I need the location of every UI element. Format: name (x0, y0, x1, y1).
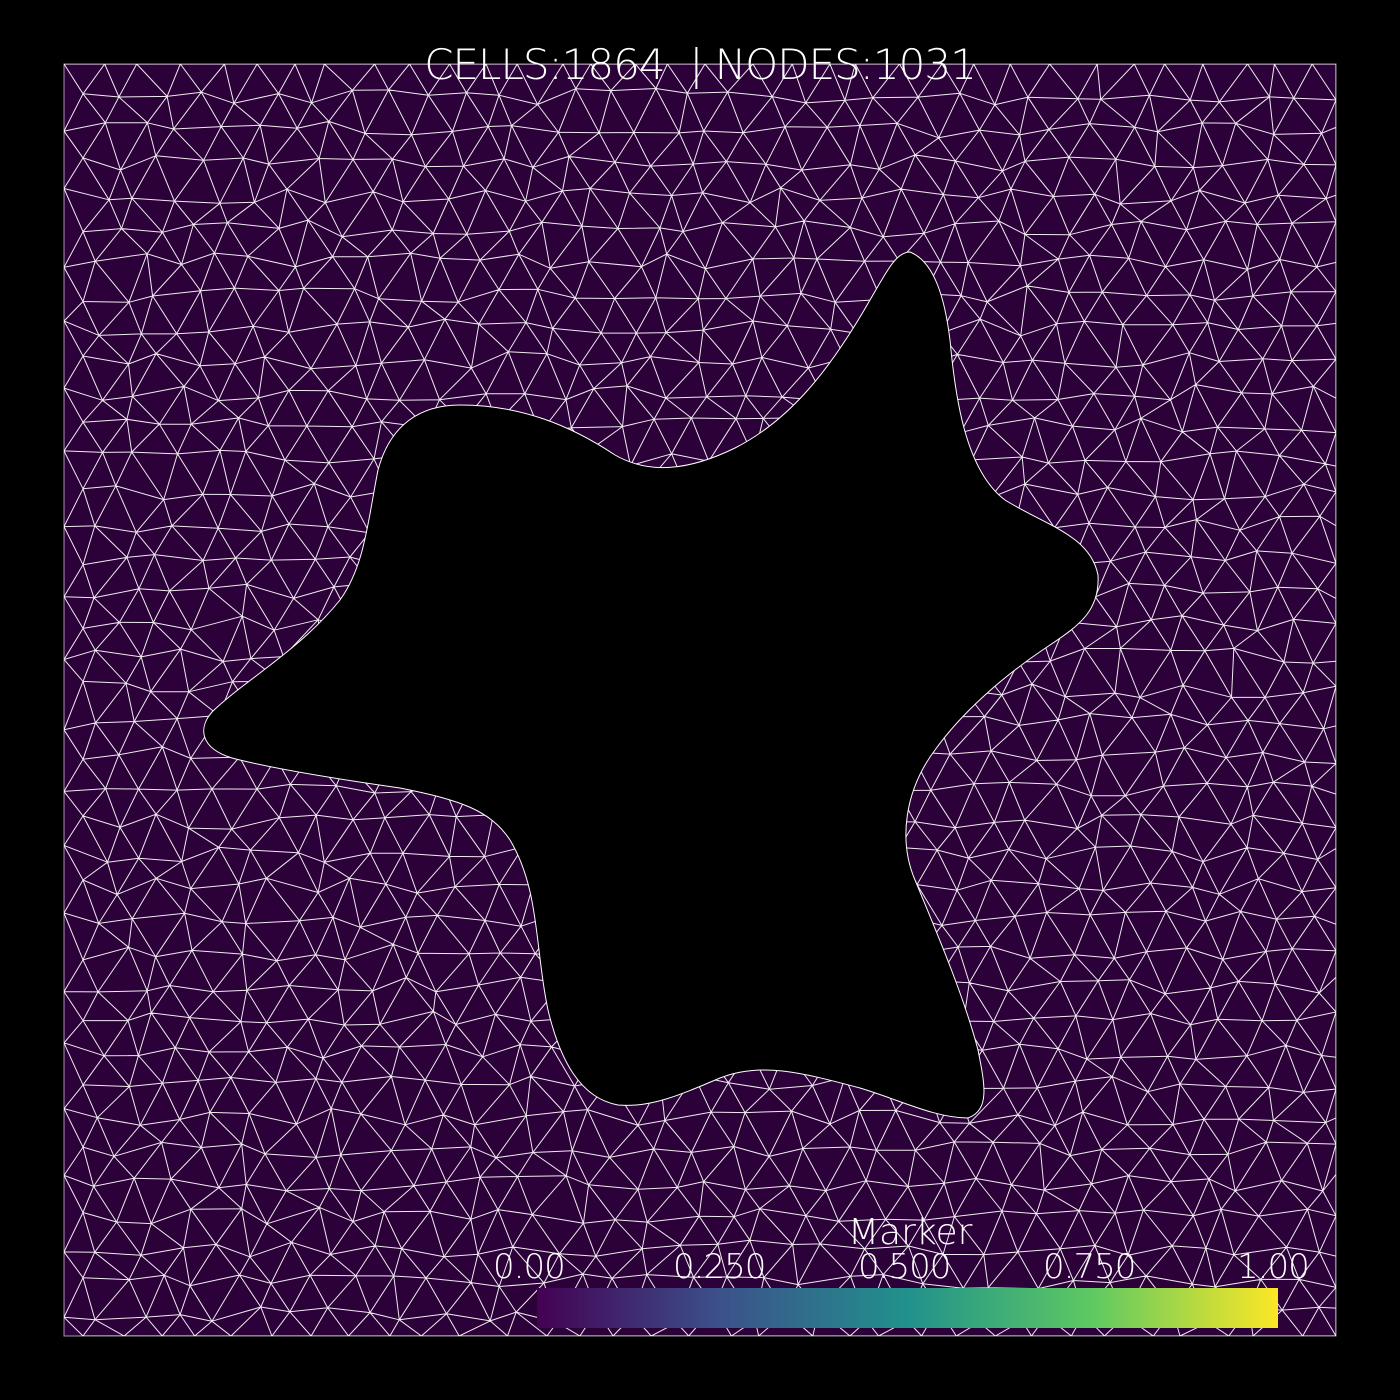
colorbar-title: Marker (848, 1212, 973, 1253)
colorbar-tick-label: 0.00 (493, 1247, 566, 1287)
colorbar-tick-label: 0.500 (858, 1247, 951, 1287)
colorbar-tick-label: 1.00 (1237, 1247, 1310, 1287)
colorbar-gradient (537, 1288, 1278, 1328)
colorbar-tick-label: 0.250 (673, 1247, 766, 1287)
mesh-border (63, 63, 1337, 1337)
colorbar (537, 1288, 1278, 1328)
page-title: CELLS:1864 | NODES:1031 (424, 40, 977, 89)
colorbar-tick-label: 0.750 (1043, 1247, 1136, 1287)
star-hole (203, 251, 1099, 1119)
